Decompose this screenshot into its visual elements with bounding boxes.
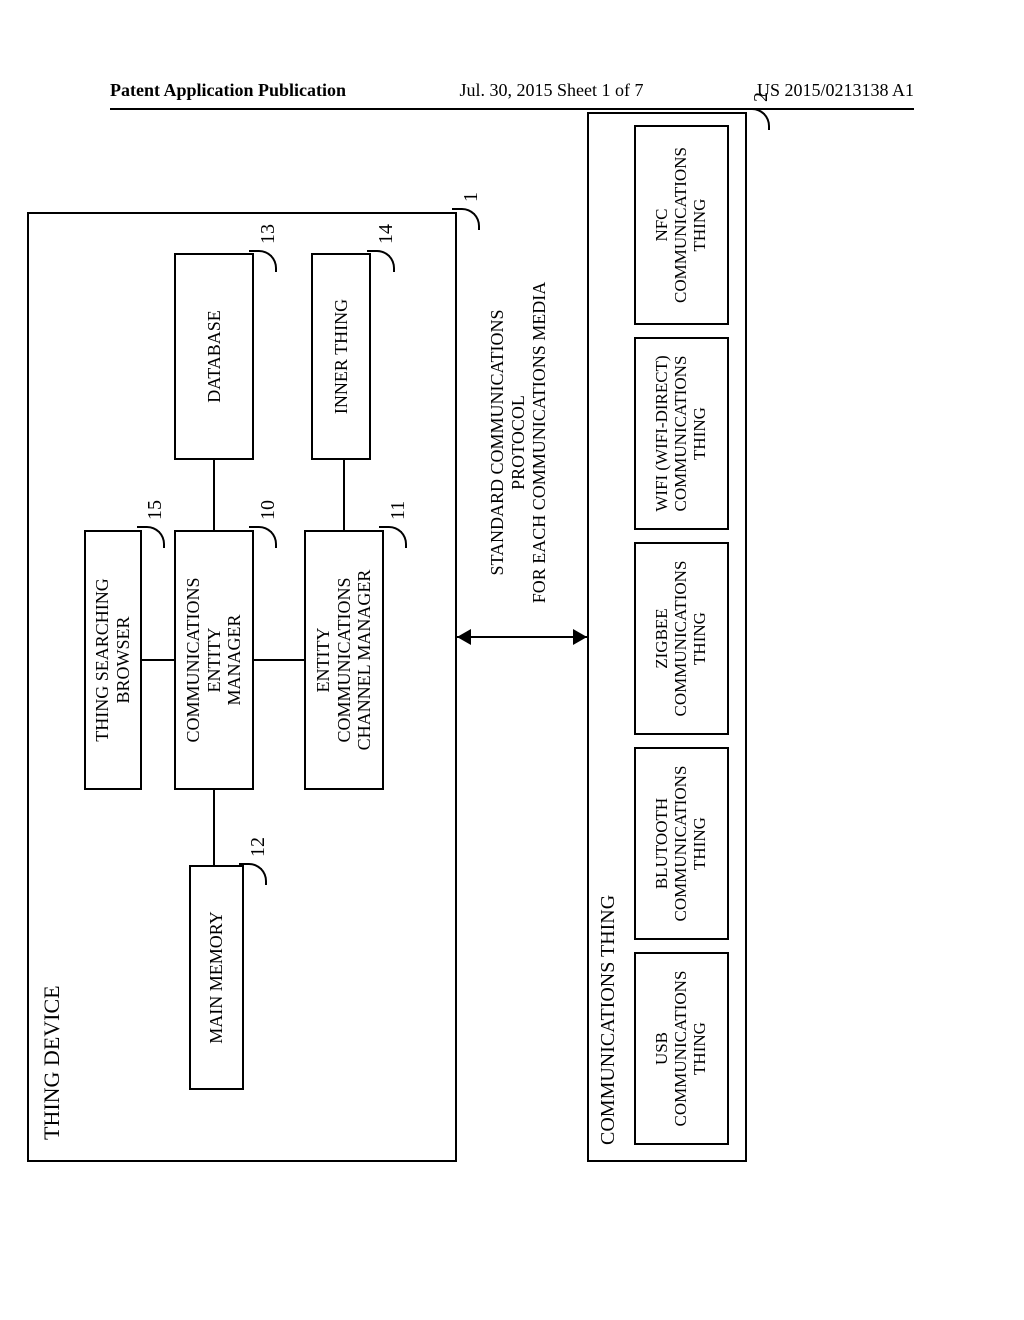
bluetooth-box: BLUTOOTH COMMUNICATIONS THING	[634, 747, 729, 940]
wifi-box: WIFI (WIFI-DIRECT) COMMUNICATIONS THING	[634, 337, 729, 530]
wifi-text: WIFI (WIFI-DIRECT) COMMUNICATIONS THING	[653, 355, 709, 511]
usb-box: USB COMMUNICATIONS THING	[634, 952, 729, 1145]
zigbee-text: ZIGBEE COMMUNICATIONS THING	[653, 561, 709, 717]
zigbee-box: ZIGBEE COMMUNICATIONS THING	[634, 542, 729, 735]
internal-connectors	[29, 210, 459, 1160]
usb-text: USB COMMUNICATIONS THING	[653, 971, 709, 1127]
thing-device-box: THING DEVICE THING SEARCHING BROWSER 15 …	[27, 212, 457, 1162]
page-header: Patent Application Publication Jul. 30, …	[0, 80, 1024, 101]
comm-thing-title: COMMUNICATIONS THING	[597, 895, 620, 1145]
figure-area: FIG. 1 THING DEVICE THING SEARCHING BROW…	[0, 278, 1024, 1102]
header-right: US 2015/0213138 A1	[757, 80, 914, 101]
header-center: Jul. 30, 2015 Sheet 1 of 7	[460, 80, 644, 101]
ref-hook-2	[742, 108, 770, 130]
arrow-label: STANDARD COMMUNICATIONS PROTOCOL FOR EAC…	[487, 278, 550, 607]
comm-thing-box: COMMUNICATIONS THING USB COMMUNICATIONS …	[587, 112, 747, 1162]
bluetooth-text: BLUTOOTH COMMUNICATIONS THING	[653, 766, 709, 922]
nfc-text: NFC COMMUNICATIONS THING	[653, 147, 709, 303]
vertical-arrow	[457, 112, 587, 1162]
ref-label-2: 2	[750, 92, 773, 102]
header-rule	[110, 108, 914, 110]
header-left: Patent Application Publication	[110, 80, 346, 101]
nfc-box: NFC COMMUNICATIONS THING	[634, 125, 729, 325]
